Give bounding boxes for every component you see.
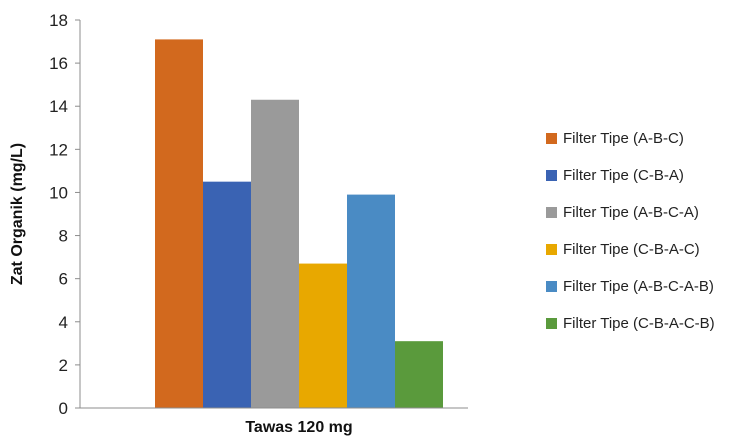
legend-label: Filter Tipe (A-B-C)	[563, 130, 684, 147]
legend: Filter Tipe (A-B-C) Filter Tipe (C-B-A) Fi…	[546, 130, 715, 332]
bar	[203, 181, 251, 408]
legend-swatch	[546, 281, 557, 292]
y-tick-label: 0	[59, 399, 68, 418]
legend-label: Filter Tipe (C-B-A-C-B)	[563, 315, 715, 332]
legend-label: Filter Tipe (A-B-C-A)	[563, 204, 699, 221]
legend-label: Filter Tipe (A-B-C-A-B)	[563, 278, 714, 295]
bars	[155, 39, 443, 409]
bar	[347, 194, 395, 408]
y-tick-label: 14	[49, 97, 68, 116]
y-tick-label: 6	[59, 270, 68, 289]
y-tick-label: 10	[49, 183, 68, 202]
y-axis-ticks: 0 2 4 6 8 10 12 14 16 18	[49, 11, 80, 418]
x-axis-title: Tawas 120 mg	[245, 419, 352, 436]
y-tick-label: 16	[49, 54, 68, 73]
legend-swatch	[546, 133, 557, 144]
bar	[299, 263, 347, 408]
legend-swatch	[546, 244, 557, 255]
bar	[395, 341, 443, 408]
y-axis-title: Zat Organik (mg/L)	[9, 143, 26, 285]
legend-label: Filter Tipe (C-B-A)	[563, 167, 684, 184]
y-tick-label: 8	[59, 227, 68, 246]
legend-swatch	[546, 170, 557, 181]
y-tick-label: 4	[59, 313, 68, 332]
bar	[155, 39, 203, 409]
y-tick-label: 18	[49, 11, 68, 30]
y-tick-label: 12	[49, 140, 68, 159]
y-tick-label: 2	[59, 356, 68, 375]
bar	[251, 99, 299, 408]
legend-swatch	[546, 318, 557, 329]
legend-label: Filter Tipe (C-B-A-C)	[563, 241, 700, 258]
legend-swatch	[546, 207, 557, 218]
